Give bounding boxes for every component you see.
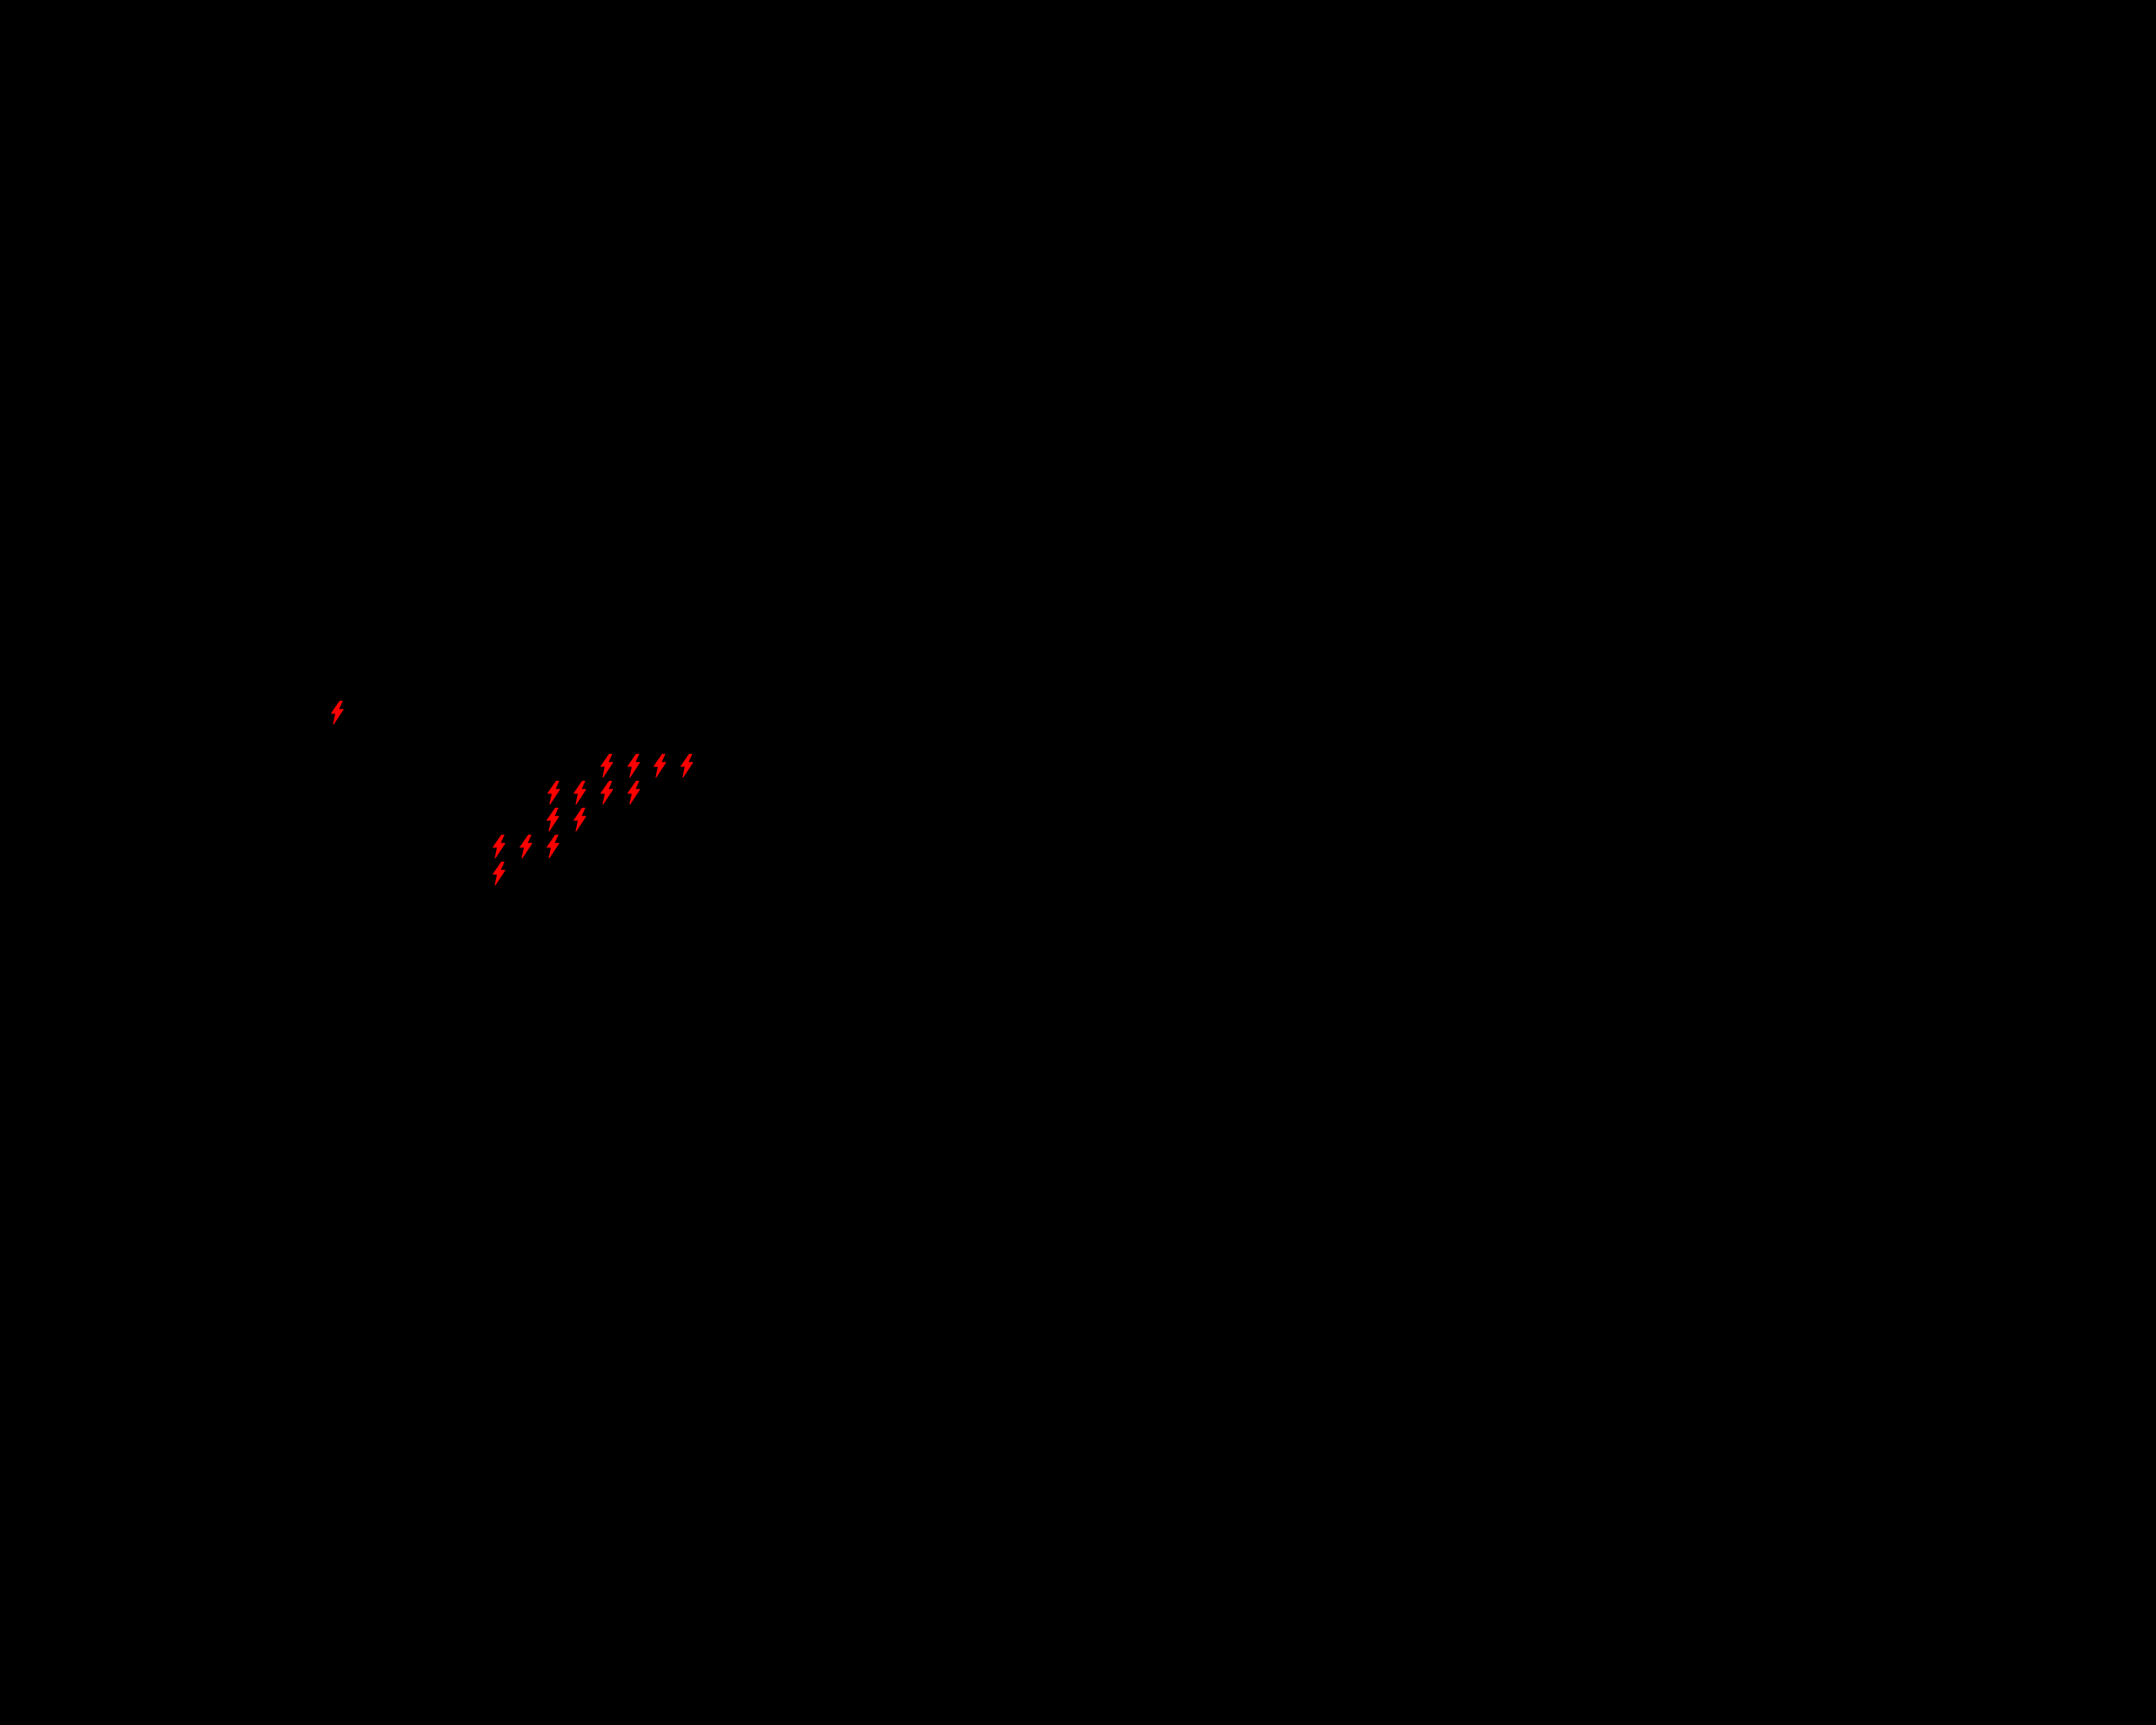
lightning-bolt-icon [600, 781, 614, 804]
lightning-bolt-icon [492, 862, 506, 885]
lightning-bolt-icon [330, 701, 344, 724]
lightning-bolt-icon [627, 781, 641, 804]
lightning-bolt-icon [573, 781, 587, 804]
lightning-bolt-icon [547, 781, 561, 804]
lightning-bolt-icon [627, 754, 641, 777]
lightning-bolt-icon [680, 754, 694, 777]
lightning-bolt-icon [573, 808, 587, 831]
lightning-bolt-icon [546, 808, 560, 831]
lightning-bolt-icon [492, 835, 506, 858]
lightning-bolt-icon [519, 835, 533, 858]
lightning-bolt-icon [546, 835, 560, 858]
lightning-bolt-icon [653, 754, 667, 777]
lightning-bolt-icon [600, 754, 614, 777]
